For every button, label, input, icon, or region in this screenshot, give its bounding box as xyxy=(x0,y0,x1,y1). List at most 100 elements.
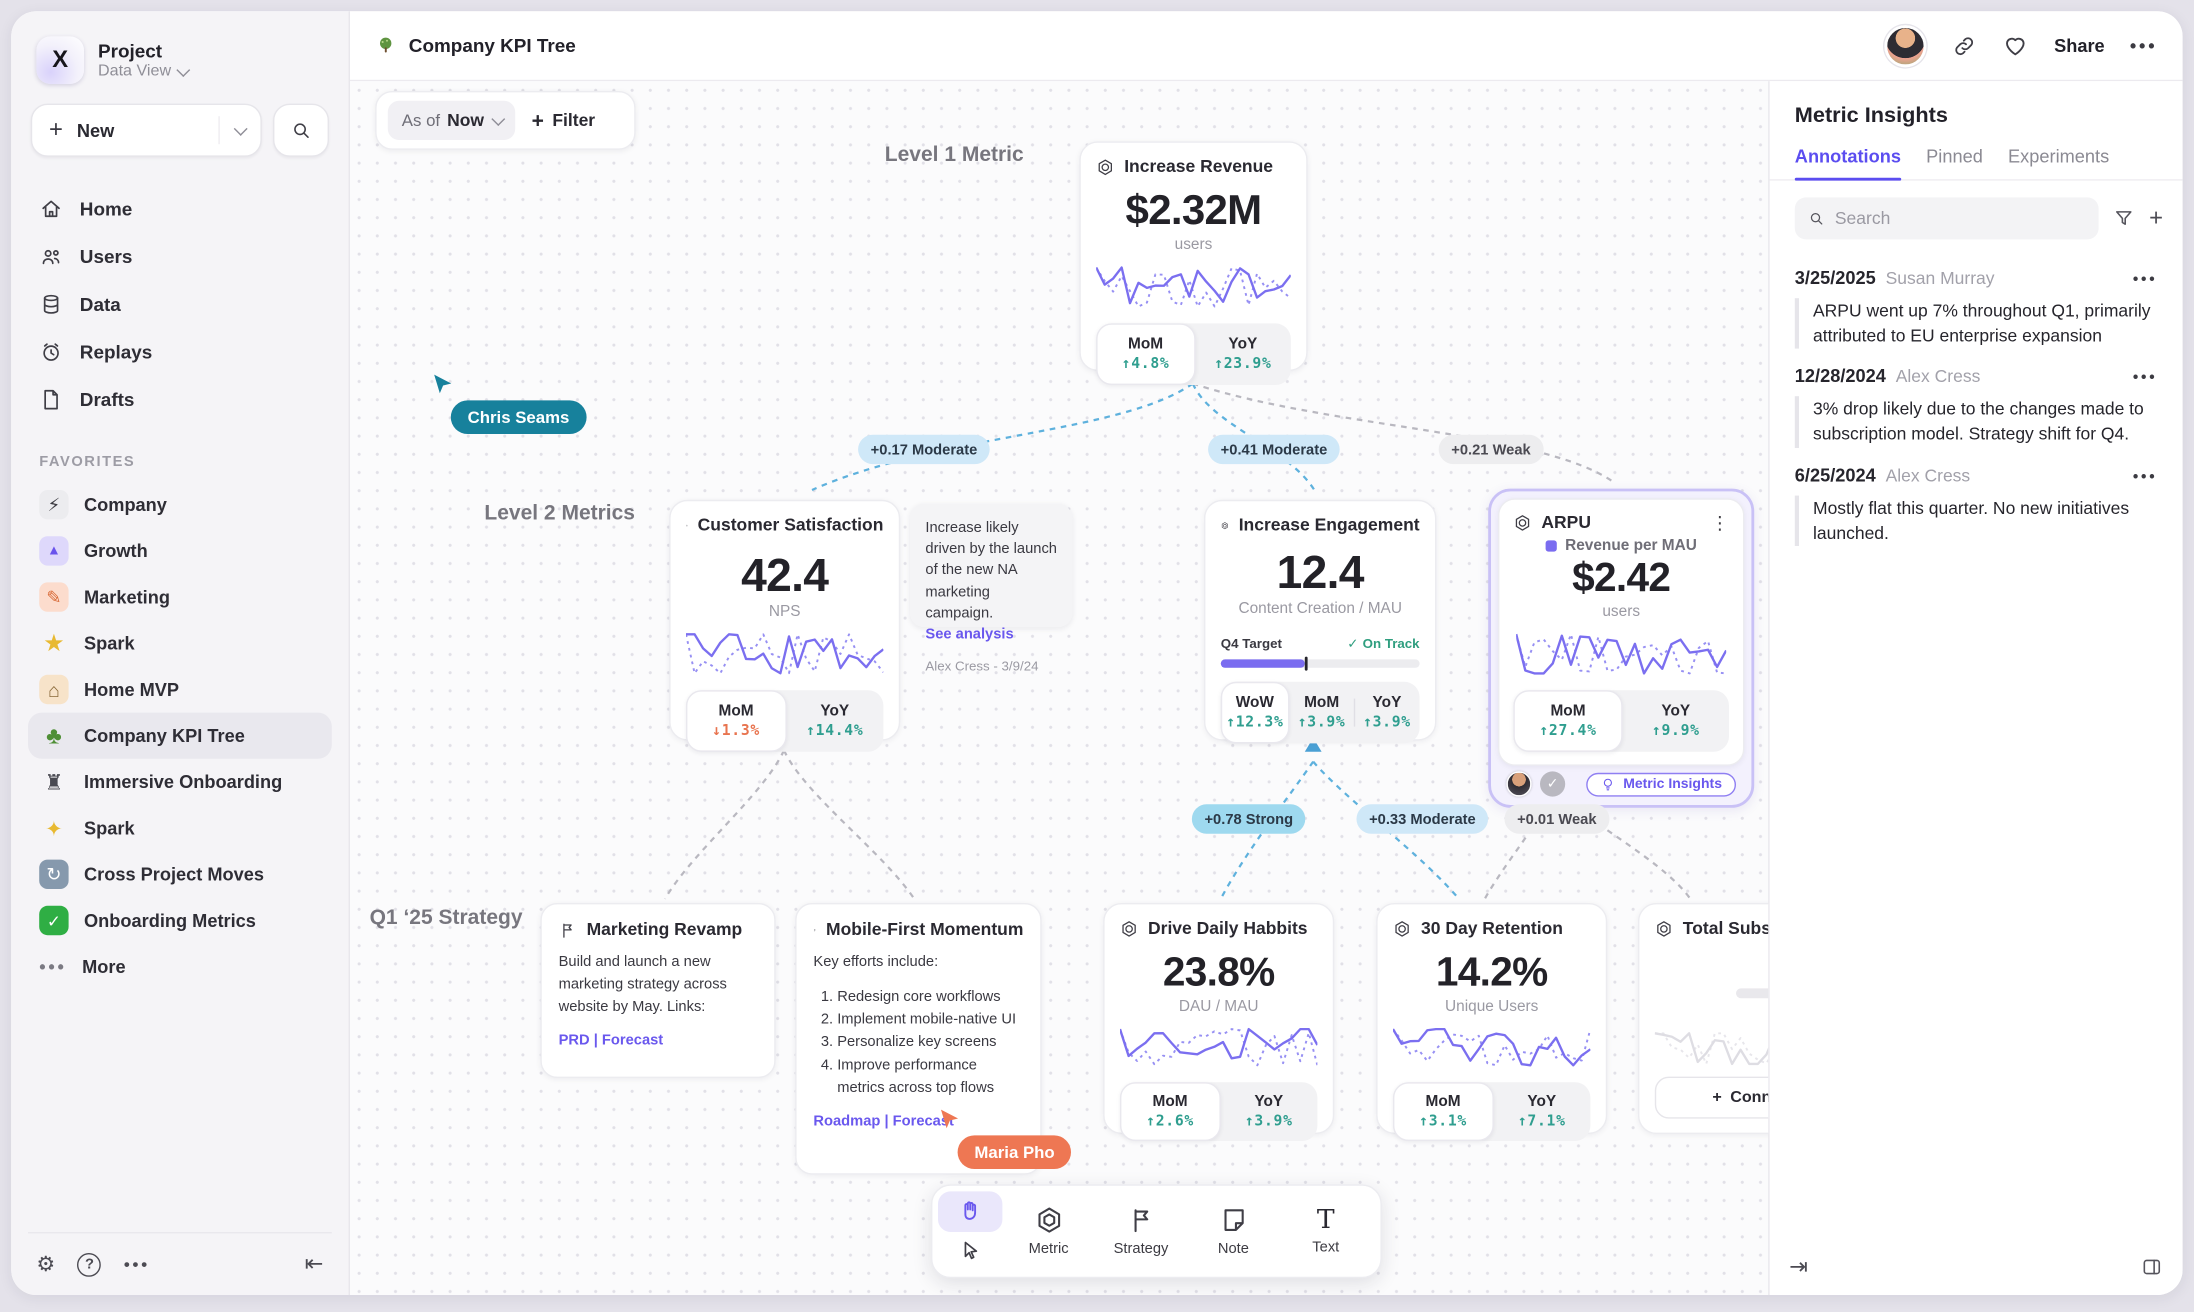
layout-panel-icon[interactable] xyxy=(2141,1256,2163,1278)
edge-label: +0.01 Weak xyxy=(1504,804,1610,834)
search-input[interactable] xyxy=(1834,208,2087,229)
sidebar-item-onboarding-metrics[interactable]: ✓ Onboarding Metrics xyxy=(28,897,332,943)
heart-icon[interactable] xyxy=(2002,32,2029,59)
new-button[interactable]: + New xyxy=(30,103,262,157)
edge-label: +0.78 Strong xyxy=(1191,804,1306,834)
sidebar: X Project Data View + New Home Us xyxy=(11,11,350,1296)
annotation-menu-icon[interactable]: ••• xyxy=(2132,271,2158,289)
sidebar-item-drafts[interactable]: Drafts xyxy=(28,375,332,423)
favorite-label: Growth xyxy=(84,540,148,562)
select-tool-button[interactable] xyxy=(938,1231,1002,1271)
home-icon xyxy=(42,199,60,217)
sidebar-item-data[interactable]: Data xyxy=(28,280,332,328)
strategy-links[interactable]: PRD | Forecast xyxy=(558,1032,664,1049)
sidebar-item-growth[interactable]: ▲ Growth xyxy=(28,528,332,574)
collapse-sidebar-icon[interactable]: ⇤ xyxy=(304,1253,324,1277)
kpi-tree-canvas[interactable]: As of Now + Filter Level 1 Metric Level … xyxy=(350,81,1769,1296)
metric-card-customer-satisfaction[interactable]: Customer Satisfaction 42.4 NPS MoM ↓1.3% … xyxy=(669,499,901,752)
sidebar-item-users[interactable]: Users xyxy=(28,232,332,280)
sparkline-chart xyxy=(1516,633,1727,675)
tab-annotations[interactable]: Annotations xyxy=(1794,146,1901,181)
more-options-icon[interactable]: ••• xyxy=(123,1254,150,1274)
as-of-selector[interactable]: As of Now xyxy=(387,100,515,140)
new-dropdown[interactable] xyxy=(218,116,248,145)
add-filter-button[interactable]: + Filter xyxy=(520,109,606,133)
strategy-tool-button[interactable]: Strategy xyxy=(1095,1191,1187,1271)
canvas-toolbar: Metric Strategy Note T Text xyxy=(931,1184,1382,1279)
user-avatar[interactable] xyxy=(1884,24,1927,67)
metric-card-total-subscriptions[interactable]: Total Subscript + Connect xyxy=(1638,903,1769,1134)
text-tool-button[interactable]: T Text xyxy=(1280,1191,1372,1271)
text-icon: T xyxy=(1316,1204,1335,1235)
see-analysis-link[interactable]: See analysis xyxy=(925,625,1014,643)
sidebar-item-company[interactable]: ⚡ Company xyxy=(28,482,332,528)
sidebar-item-cross-project-moves[interactable]: ↻ Cross Project Moves xyxy=(28,851,332,897)
stat-yoy: YoY ↑14.4% xyxy=(806,702,864,740)
chevron-down-icon xyxy=(491,111,505,126)
strategy-card-mobile-first-momentum[interactable]: Mobile-First Momentum Key efforts includ… xyxy=(795,903,1042,1175)
favorite-label: Company xyxy=(84,494,167,516)
target-progress-bar xyxy=(1220,656,1420,671)
filter-funnel-icon[interactable] xyxy=(2113,207,2135,229)
metric-card-increase-revenue[interactable]: Increase Revenue $2.32M users MoM ↑4.8% Y… xyxy=(1079,141,1308,385)
panel-tabs: Annotations Pinned Experiments xyxy=(1769,145,2183,181)
metric-card-30-day-retention[interactable]: 30 Day Retention 14.2% Unique Users MoM ↑… xyxy=(1376,903,1608,1141)
tool-label: Metric xyxy=(1028,1240,1069,1258)
more-menu-icon[interactable]: ••• xyxy=(2129,35,2158,56)
connect-button[interactable]: + Connect xyxy=(1654,1076,1769,1119)
flag-icon xyxy=(1133,1209,1148,1233)
sidebar-item-marketing[interactable]: ✎ Marketing xyxy=(28,574,332,620)
annotation-menu-icon[interactable]: ••• xyxy=(2132,369,2158,387)
sidebar-item-more[interactable]: ••• More xyxy=(28,944,332,990)
sidebar-item-label: Data xyxy=(79,293,121,315)
strategy-body: Build and launch a new marketing strateg… xyxy=(558,953,727,1015)
stat-mom: MoM ↑27.4% xyxy=(1513,690,1623,752)
favorite-label: Company KPI Tree xyxy=(84,725,245,747)
metric-insights-panel: Metric Insights Annotations Pinned Exper… xyxy=(1768,81,2183,1296)
collapse-panel-icon[interactable]: ⇥ xyxy=(1789,1255,1808,1280)
tab-pinned[interactable]: Pinned xyxy=(1926,145,1983,167)
legend-label: Revenue per MAU xyxy=(1565,537,1697,555)
topbar: Company KPI Tree Share ••• xyxy=(350,11,2183,82)
annotation-note-card[interactable]: Increase likely driven by the launch of … xyxy=(910,504,1073,675)
hand-tool-button[interactable] xyxy=(938,1191,1003,1232)
sidebar-item-home[interactable]: Home xyxy=(28,185,332,233)
sidebar-item-company-kpi-tree[interactable]: ♣ Company KPI Tree xyxy=(28,712,332,759)
metric-insights-badge[interactable]: Metric Insights xyxy=(1586,772,1736,796)
note-byline: Alex Cress - 3/9/24 xyxy=(925,659,1039,675)
share-button[interactable]: Share xyxy=(2054,35,2105,56)
panel-title: Metric Insights xyxy=(1794,103,1948,128)
annotation-date: 6/25/2024 xyxy=(1794,464,1876,486)
metric-card-drive-daily-habbits[interactable]: Drive Daily Habbits 23.8% DAU / MAU MoM ↑… xyxy=(1103,903,1335,1141)
metric-hexagon-icon xyxy=(1515,514,1530,530)
annotation-search[interactable] xyxy=(1794,197,2099,240)
as-of-label: As of xyxy=(401,110,441,131)
sidebar-item-spark-2[interactable]: ✦ Spark xyxy=(28,805,332,851)
annotation-item[interactable]: 3/25/2025 Susan Murray ••• ARPU went up … xyxy=(1770,253,2183,351)
search-button[interactable] xyxy=(273,103,329,157)
add-annotation-icon[interactable]: + xyxy=(2149,204,2163,231)
clock-icon xyxy=(43,342,59,361)
annotation-menu-icon[interactable]: ••• xyxy=(2132,468,2158,486)
tab-experiments[interactable]: Experiments xyxy=(2008,145,2110,167)
sidebar-item-home-mvp[interactable]: ⌂ Home MVP xyxy=(28,666,332,712)
annotation-item[interactable]: 12/28/2024 Alex Cress ••• 3% drop likely… xyxy=(1770,352,2183,450)
strategy-links[interactable]: Roadmap | Forecast xyxy=(813,1113,954,1130)
settings-gear-icon[interactable]: ⚙ xyxy=(36,1253,56,1277)
metric-card-arpu-selected[interactable]: ARPU ⋮ Revenue per MAU $2.42 users MoM ↑2… xyxy=(1488,488,1755,808)
metric-hexagon-icon xyxy=(1657,920,1671,936)
metric-card-increase-engagement[interactable]: Increase Engagement 12.4 Content Creatio… xyxy=(1204,499,1437,744)
cursor-arrow-icon xyxy=(963,1241,977,1260)
kebab-menu-icon[interactable]: ⋮ xyxy=(1710,511,1729,533)
annotation-item[interactable]: 6/25/2024 Alex Cress ••• Mostly flat thi… xyxy=(1770,450,2183,548)
sidebar-item-replays[interactable]: Replays xyxy=(28,328,332,376)
note-tool-button[interactable]: Note xyxy=(1187,1191,1279,1271)
link-icon[interactable] xyxy=(1952,33,1977,58)
help-icon[interactable]: ? xyxy=(77,1252,102,1277)
sidebar-item-immersive-onboarding[interactable]: ♜ Immersive Onboarding xyxy=(28,759,332,805)
sidebar-item-spark[interactable]: ★ Spark xyxy=(28,620,332,666)
metric-tool-button[interactable]: Metric xyxy=(1002,1191,1094,1271)
metric-title: Increase Revenue xyxy=(1124,156,1274,177)
strategy-card-marketing-revamp[interactable]: Marketing Revamp Build and launch a new … xyxy=(540,903,776,1078)
project-switcher[interactable]: X Project Data View xyxy=(28,31,332,104)
